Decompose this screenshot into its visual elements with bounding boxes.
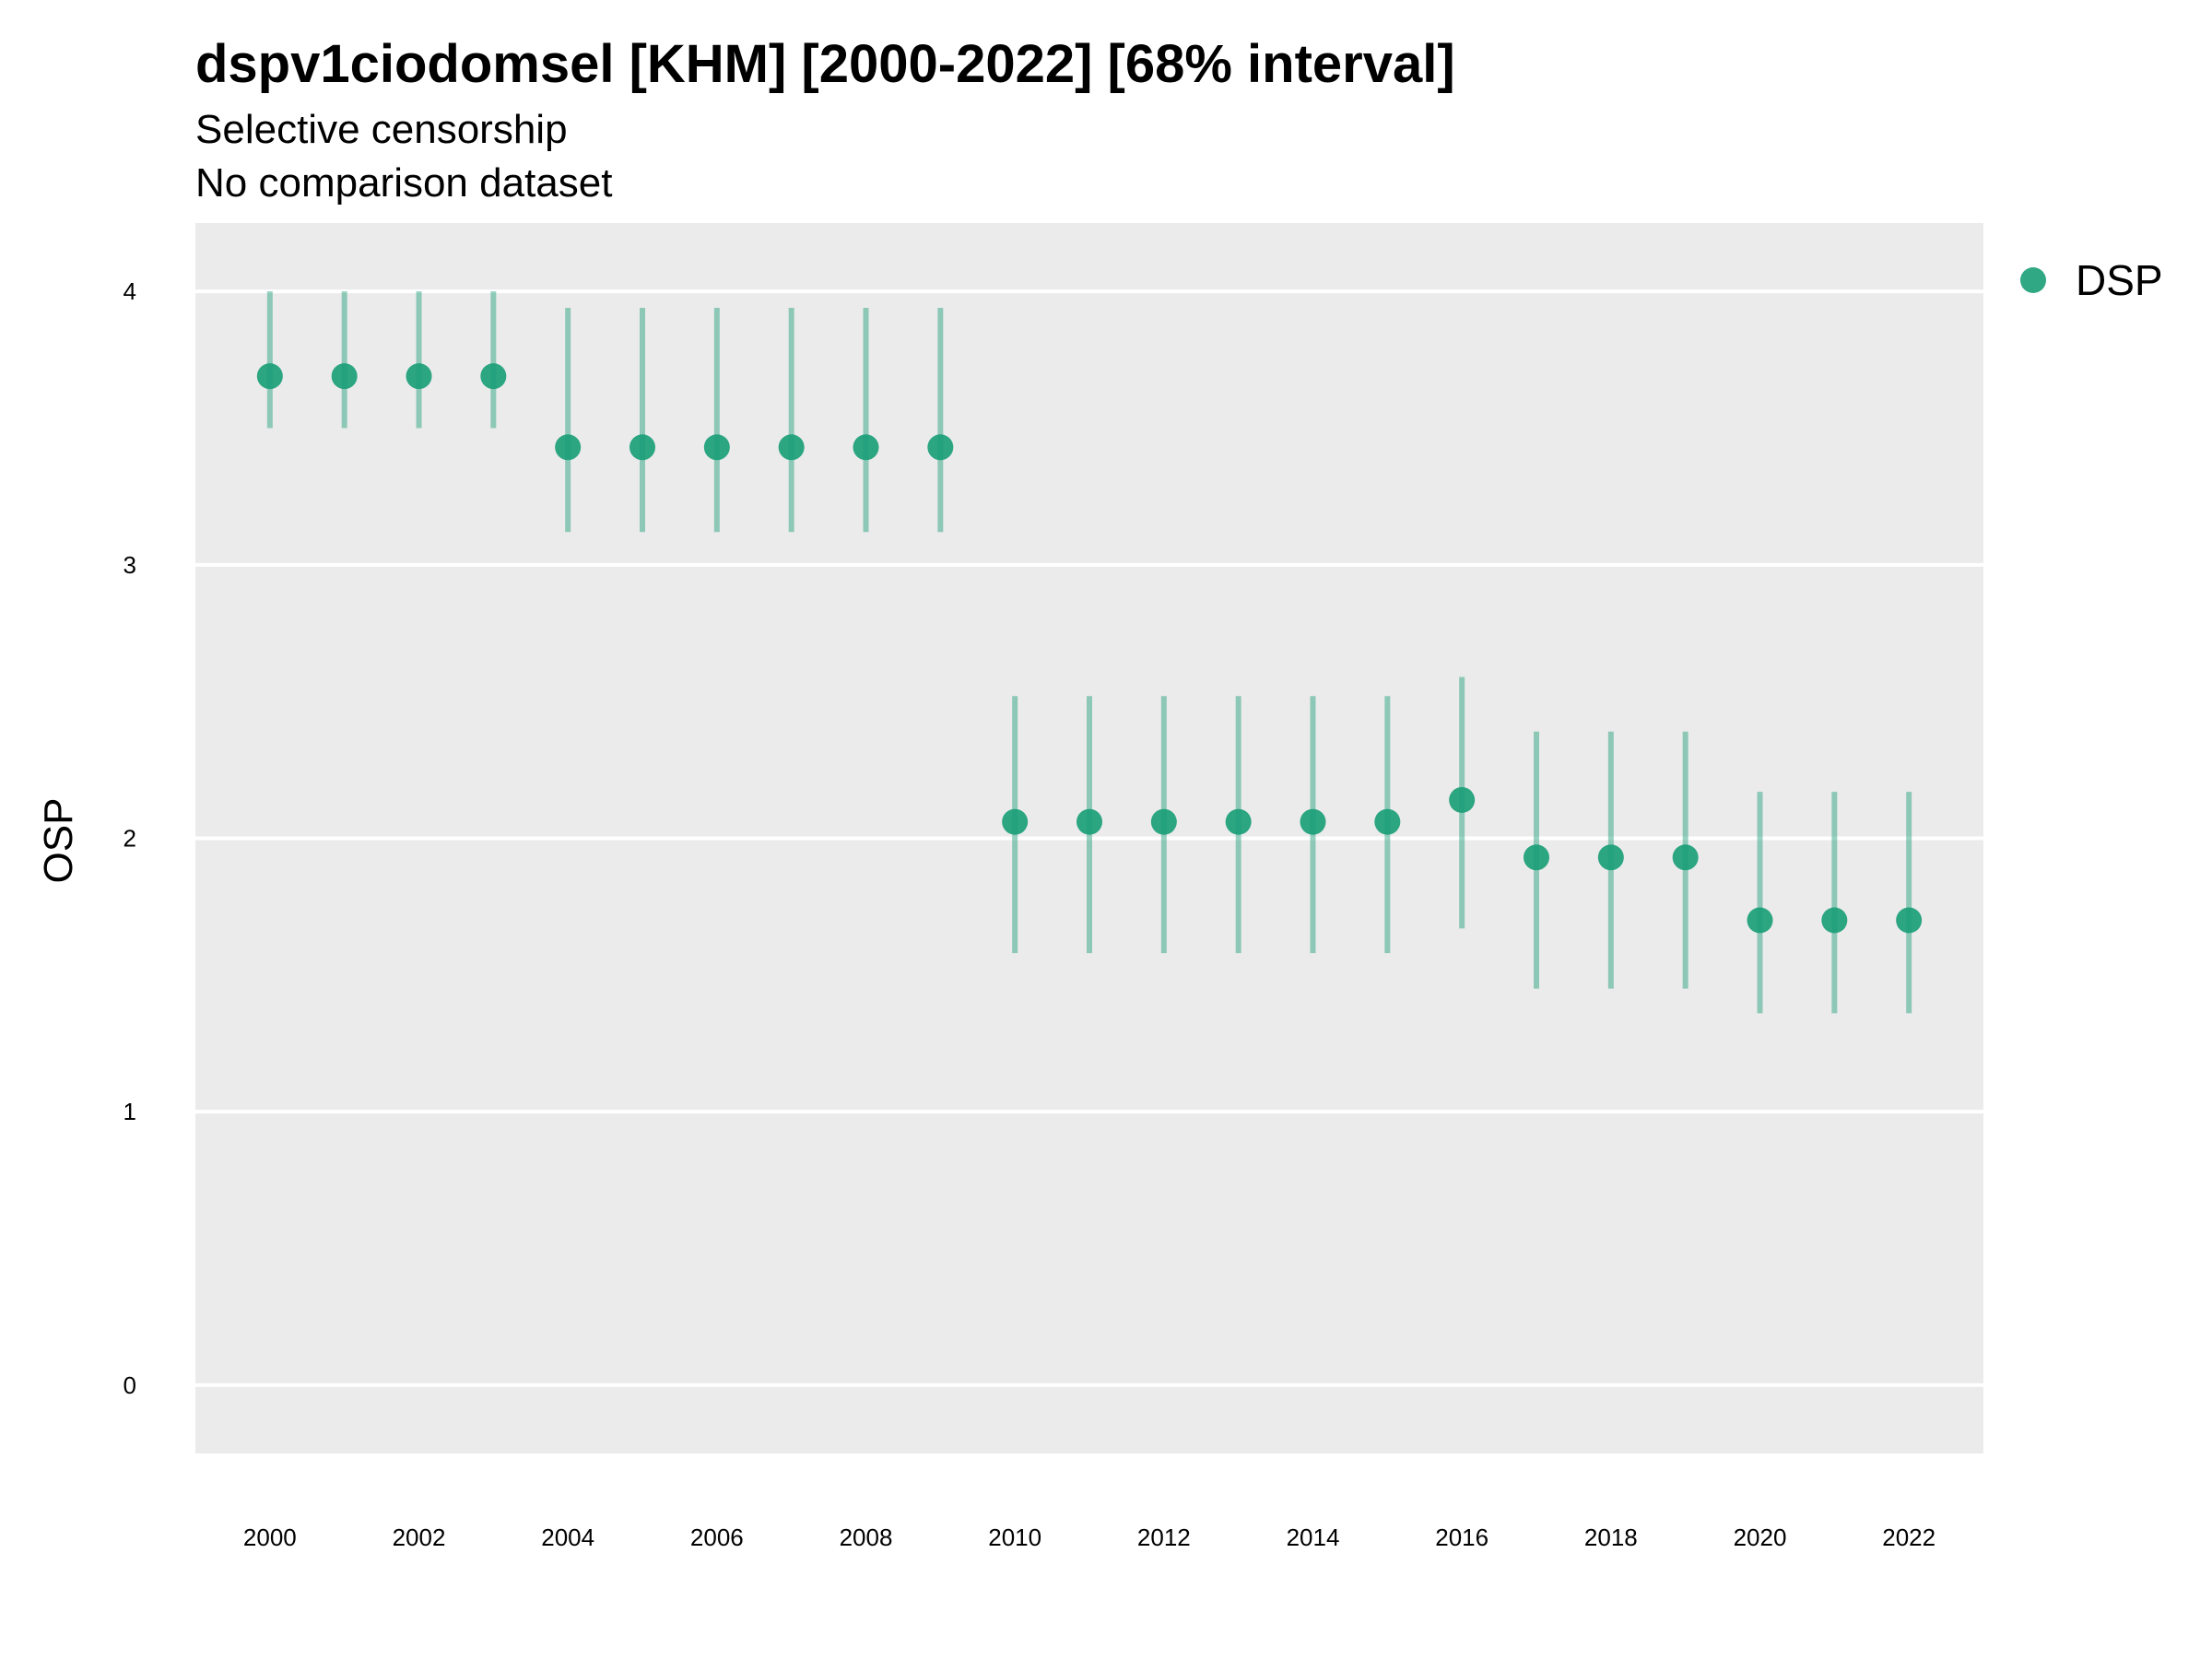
point-2012 [1150, 808, 1177, 835]
point-2015 [1374, 808, 1401, 835]
x-tick-label-2018: 2018 [1584, 1524, 1638, 1551]
point-2018 [1597, 844, 1624, 871]
point-2016 [1449, 786, 1476, 813]
chart-subtitle-2: No comparison dataset [195, 160, 613, 206]
x-tick-label-2006: 2006 [690, 1524, 744, 1551]
point-2009 [927, 434, 954, 461]
x-tick-label-2022: 2022 [1882, 1524, 1936, 1551]
legend: DSP [2020, 256, 2163, 304]
x-tick-label-2012: 2012 [1137, 1524, 1191, 1551]
y-tick-label-3: 3 [124, 551, 136, 579]
x-axis-ticks: 2000 2002 2004 2006 2008 2010 2012 2014 2016 2018… [243, 1524, 1936, 1551]
point-2011 [1077, 808, 1102, 835]
x-tick-label-2002: 2002 [393, 1524, 446, 1551]
point-2007 [778, 434, 805, 461]
chart-title: dspv1ciodomsel [KHM] [2000-2022] [68% in… [195, 34, 1455, 94]
point-2008 [853, 434, 879, 461]
y-tick-label-1: 1 [124, 1098, 136, 1125]
x-tick-label-2004: 2004 [541, 1524, 594, 1551]
point-2022 [1896, 907, 1923, 934]
y-tick-label-0: 0 [124, 1371, 136, 1399]
point-2019 [1672, 844, 1699, 871]
point-2020 [1747, 907, 1773, 934]
y-tick-label-4: 4 [124, 277, 136, 305]
point-2005 [629, 434, 655, 461]
y-axis-ticks: 0 1 2 3 4 [124, 277, 136, 1399]
data-points [256, 363, 1923, 934]
x-tick-label-2008: 2008 [840, 1524, 893, 1551]
point-2013 [1225, 808, 1252, 835]
point-2003 [480, 363, 507, 390]
x-tick-label-2000: 2000 [243, 1524, 297, 1551]
point-2010 [1002, 808, 1029, 835]
point-2021 [1821, 907, 1848, 934]
x-tick-label-2014: 2014 [1287, 1524, 1340, 1551]
point-2017 [1524, 844, 1549, 871]
point-2000 [256, 363, 283, 390]
y-tick-label-2: 2 [124, 825, 136, 853]
y-axis-title: OSP [36, 798, 81, 884]
legend-key-dsp [2020, 267, 2046, 293]
point-2001 [331, 363, 358, 390]
x-tick-label-2010: 2010 [988, 1524, 1041, 1551]
x-tick-label-2020: 2020 [1734, 1524, 1787, 1551]
legend-label-dsp: DSP [2076, 256, 2163, 304]
point-2006 [703, 434, 730, 461]
point-2014 [1300, 808, 1326, 835]
point-2002 [406, 363, 432, 390]
point-2004 [555, 434, 582, 461]
grid-lines [195, 289, 1983, 1387]
x-tick-label-2016: 2016 [1435, 1524, 1488, 1551]
chart-subtitle: Selective censorship [195, 107, 568, 152]
